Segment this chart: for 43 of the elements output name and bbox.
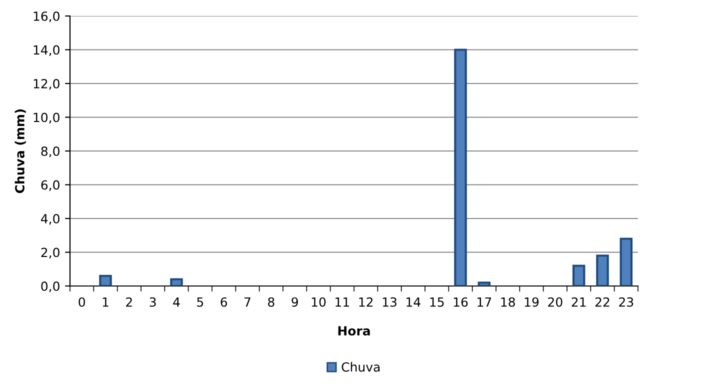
y-tick-label: 6,0 (41, 180, 60, 191)
x-tick-label: 22 (595, 297, 610, 307)
y-tick-label: 16,0 (34, 11, 60, 22)
x-tick-label: 12 (359, 297, 373, 307)
bar (596, 254, 609, 286)
x-tick-label: 14 (406, 297, 420, 307)
x-tick-label: 16 (454, 297, 468, 307)
bar (478, 282, 491, 286)
bar (620, 238, 633, 286)
bar (572, 264, 586, 286)
x-tick-label: 1 (102, 297, 108, 307)
x-tick-label: 0 (78, 297, 85, 307)
y-tick-label: 14,0 (34, 45, 60, 56)
y-tick-label: 12,0 (34, 78, 60, 90)
x-tick-label: 7 (244, 297, 250, 307)
x-tick-label: 4 (173, 297, 180, 307)
x-tick-label: 6 (220, 297, 228, 307)
x-tick-label: 2 (126, 297, 132, 307)
bar (454, 48, 467, 286)
y-axis-title: Chuva (mm) (14, 109, 26, 194)
x-tick-label: 11 (336, 297, 349, 307)
y-tick-label: 10,0 (34, 112, 60, 124)
y-tick-label: 4,0 (41, 214, 60, 225)
y-tick-label: 8,0 (41, 146, 60, 158)
x-tick-label: 8 (268, 297, 274, 307)
x-tick-label: 20 (548, 297, 562, 307)
x-tick-label: 9 (292, 297, 298, 307)
x-tick-label: 3 (150, 297, 156, 307)
x-tick-label: 17 (478, 297, 492, 307)
legend-label: Chuva (342, 362, 380, 372)
x-tick-label: 13 (382, 297, 396, 307)
bar (99, 274, 112, 286)
x-tick-label: 5 (197, 297, 204, 307)
x-tick-label: 15 (430, 297, 444, 307)
x-tick-label: 18 (501, 297, 515, 307)
y-tick-label: 2,0 (41, 248, 60, 258)
x-tick-label: 19 (524, 297, 539, 307)
x-tick-label: 23 (619, 297, 634, 307)
x-tick-label: 21 (572, 297, 586, 307)
x-axis-title: Hora (338, 326, 370, 336)
x-tick-label: 10 (312, 297, 326, 307)
bar (170, 278, 183, 286)
y-tick-label: 0,0 (41, 281, 60, 292)
